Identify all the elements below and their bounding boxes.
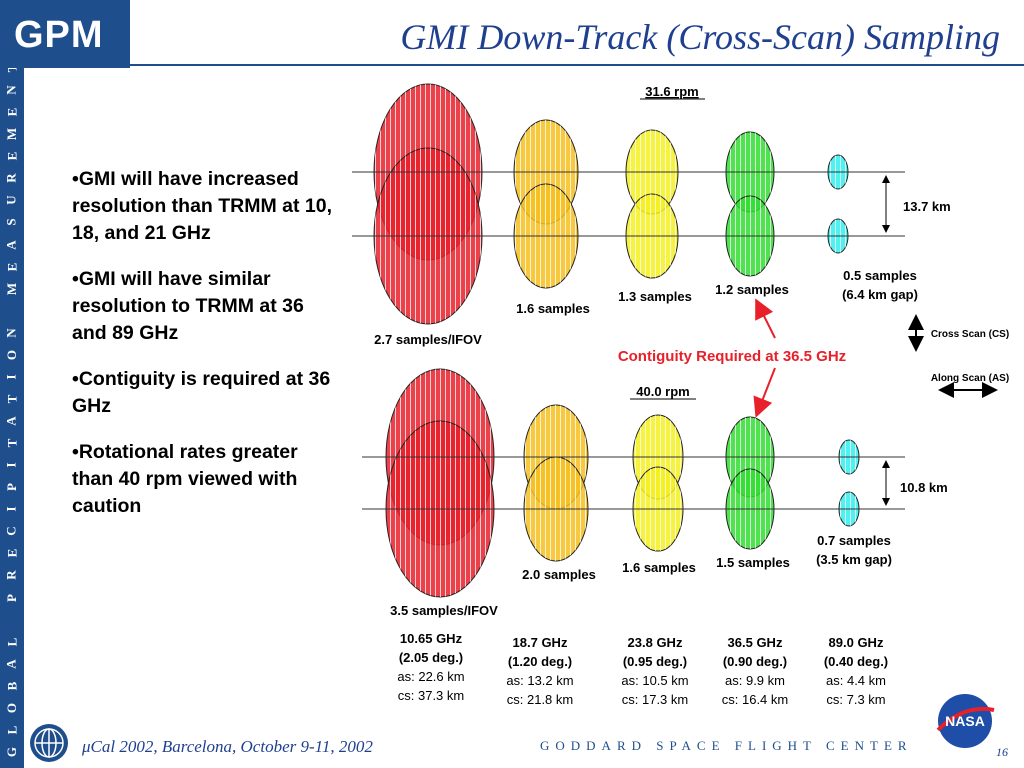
rpm-label-top: 31.6 rpm <box>645 84 698 99</box>
spacing-label-top: 13.7 km <box>903 199 951 214</box>
bullet-item: •Contiguity is required at 36 GHz <box>72 368 331 417</box>
channel-label: (0.90 deg.) <box>723 654 787 669</box>
sample-label: 2.7 samples/IFOV <box>374 332 482 347</box>
globe-icon <box>30 724 68 762</box>
footer-conference: μCal 2002, Barcelona, October 9-11, 2002 <box>82 737 373 756</box>
channel-label: 10.65 GHz <box>400 631 463 646</box>
slide-title: GMI Down-Track (Cross-Scan) Sampling <box>400 17 1000 57</box>
sample-label: 0.7 samples <box>817 533 891 548</box>
sample-label: 3.5 samples/IFOV <box>390 603 498 618</box>
channel-label: (1.20 deg.) <box>508 654 572 669</box>
channel-label: (0.40 deg.) <box>824 654 888 669</box>
header: GPM GMI Down-Track (Cross-Scan) Sampling <box>0 0 1024 68</box>
channel-label: 23.8 GHz <box>628 635 683 650</box>
bullet-item: •GMI will have increased resolution than… <box>72 168 333 244</box>
cross-scan-label: Cross Scan (CS) <box>931 329 1009 340</box>
contiguity-label: Contiguity Required at 36.5 GHz <box>618 348 846 365</box>
along-scan-label: Along Scan (AS) <box>931 373 1009 384</box>
channel-label: as: 22.6 km <box>397 669 464 684</box>
contiguity-arrow <box>755 298 776 339</box>
channel-label: cs: 16.4 km <box>722 692 788 707</box>
sample-label: 0.5 samples <box>843 268 917 283</box>
channel-label: as: 13.2 km <box>506 673 573 688</box>
sample-label: 1.5 samples <box>716 555 790 570</box>
bullet-list: •GMI will have increased resolution than… <box>72 166 332 539</box>
channel-label: as: 9.9 km <box>725 673 785 688</box>
gpm-logo: GPM <box>14 14 104 56</box>
sample-label: 1.6 samples <box>622 560 696 575</box>
header-rule <box>130 64 1024 66</box>
spacing-label-bottom: 10.8 km <box>900 480 948 495</box>
contiguity-arrow <box>753 367 776 418</box>
logo-box: GPM <box>0 0 130 68</box>
bullet-item: •Rotational rates greater than 40 rpm vi… <box>72 441 298 517</box>
channel-label: 36.5 GHz <box>728 635 783 650</box>
nasa-logo-text: NASA <box>945 713 985 729</box>
channel-label: cs: 37.3 km <box>398 688 464 703</box>
footer-center-text: GODDARD SPACE FLIGHT CENTER <box>540 738 913 753</box>
sample-label: 1.2 samples <box>715 282 789 297</box>
channel-label: (2.05 deg.) <box>399 650 463 665</box>
sample-label: 1.3 samples <box>618 289 692 304</box>
channel-label: as: 10.5 km <box>621 673 688 688</box>
rpm-label-bottom: 40.0 rpm <box>636 384 689 399</box>
gap-label: (3.5 km gap) <box>816 552 892 567</box>
channel-label: (0.95 deg.) <box>623 654 687 669</box>
sample-label: 2.0 samples <box>522 567 596 582</box>
bullet-item: •GMI will have similar resolution to TRM… <box>72 268 304 344</box>
channel-label: as: 4.4 km <box>826 673 886 688</box>
gap-label: (6.4 km gap) <box>842 287 918 302</box>
channel-label: 18.7 GHz <box>513 635 568 650</box>
channel-label: cs: 17.3 km <box>622 692 688 707</box>
page-number: 16 <box>996 745 1008 759</box>
channel-label: 89.0 GHz <box>829 635 884 650</box>
sample-label: 1.6 samples <box>516 301 590 316</box>
channel-label: cs: 7.3 km <box>826 692 885 707</box>
channel-label: cs: 21.8 km <box>507 692 573 707</box>
nasa-logo-icon: NASA <box>936 694 995 748</box>
